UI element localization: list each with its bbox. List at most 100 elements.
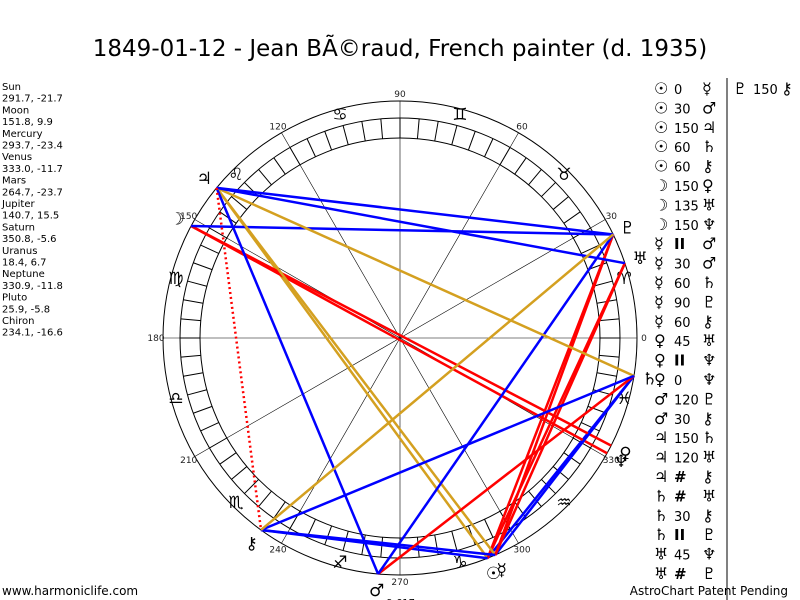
aspect-line bbox=[260, 528, 496, 557]
aspect-to: ♅ bbox=[702, 486, 716, 505]
ring-tick bbox=[451, 125, 458, 145]
aspect-type: II bbox=[674, 352, 685, 370]
ring-tick bbox=[231, 196, 248, 210]
sign-glyph: ♌ bbox=[228, 165, 243, 185]
ring-tick bbox=[258, 490, 272, 507]
aspect-lines bbox=[190, 186, 635, 575]
aspect-from: ☿ bbox=[654, 292, 664, 311]
ring-tick bbox=[183, 299, 204, 304]
spoke bbox=[281, 132, 401, 339]
planet-glyph: ♂ bbox=[369, 581, 384, 600]
ring-tick bbox=[231, 466, 248, 480]
aspect-from: ☿ bbox=[654, 312, 664, 331]
aspect-line bbox=[494, 375, 635, 556]
degree-label: 210 bbox=[180, 456, 197, 466]
ring-tick bbox=[528, 169, 542, 186]
ring-tick bbox=[581, 244, 600, 254]
ring-tick bbox=[342, 125, 349, 145]
planet-coords: 291.7, -21.7 bbox=[2, 94, 63, 105]
aspect-to: ♂ bbox=[702, 234, 716, 253]
aspect-line bbox=[216, 186, 635, 378]
ring-tick bbox=[416, 118, 420, 139]
aspect-line bbox=[377, 233, 615, 575]
aspect-to: ♆ bbox=[702, 545, 716, 564]
planet-coords: 25.9, -5.8 bbox=[2, 304, 50, 315]
ring-tick bbox=[324, 131, 333, 151]
spoke bbox=[399, 337, 519, 544]
aspect-from: ☿ bbox=[654, 254, 664, 273]
planet-glyph: ⚷ bbox=[245, 534, 257, 554]
planet-name: Chiron bbox=[2, 316, 34, 327]
ring-tick bbox=[183, 372, 204, 377]
aspect-to: ⚷ bbox=[702, 409, 714, 428]
spoke bbox=[194, 337, 401, 457]
spoke bbox=[399, 132, 519, 339]
aspect-to: ♀ bbox=[702, 176, 714, 195]
ring-tick bbox=[484, 138, 494, 157]
aspect-line bbox=[215, 187, 497, 556]
aspect-type: 30 bbox=[674, 102, 691, 117]
aspect-type: 45 bbox=[674, 549, 691, 564]
sign-glyph: ♏ bbox=[228, 493, 243, 513]
aspect-line bbox=[215, 187, 380, 575]
aspect-to: ♆ bbox=[702, 215, 716, 234]
aspect-from: ☉ bbox=[654, 98, 668, 117]
aspect-type: 60 bbox=[674, 141, 691, 156]
ring-tick bbox=[484, 519, 494, 538]
sign-glyph: ♑ bbox=[452, 553, 467, 573]
aspect-type: II bbox=[674, 526, 685, 544]
sign-glyph: ♋ bbox=[332, 105, 347, 125]
aspect-type: 90 bbox=[674, 296, 691, 311]
wheel: 0306090120150180210240270300330♈♉♊♋♌♍♎♏♐… bbox=[147, 90, 647, 588]
aspect-line bbox=[216, 186, 626, 265]
aspect-from: ☽ bbox=[654, 176, 668, 195]
aspect-to: ♅ bbox=[702, 448, 716, 467]
aspect-from: ☽ bbox=[654, 195, 668, 214]
aspect-to: ⚷ bbox=[702, 157, 714, 176]
planet-name: Mars bbox=[2, 176, 26, 187]
planet-name: Moon bbox=[2, 105, 29, 116]
aspect-from: ☉ bbox=[654, 79, 668, 98]
ring-tick bbox=[380, 537, 384, 558]
footer-left: www.harmoniclife.com bbox=[2, 584, 138, 598]
aspect-line bbox=[494, 234, 615, 556]
aspect-type: 150 bbox=[753, 83, 778, 98]
aspect-from: ♂ bbox=[654, 389, 668, 408]
degree-label: 240 bbox=[269, 545, 286, 555]
ring-tick bbox=[324, 525, 333, 545]
aspect-type: # bbox=[674, 565, 687, 583]
sign-glyph: ♎ bbox=[168, 389, 183, 409]
aspect-to: ♅ bbox=[702, 331, 716, 350]
spoke bbox=[399, 219, 606, 339]
aspect-to: ♄ bbox=[702, 428, 716, 447]
planet-name: Venus bbox=[2, 152, 32, 163]
aspect-to: ♃ bbox=[702, 118, 716, 137]
footer-right: AstroChart Patent Pending bbox=[630, 584, 788, 598]
planet-glyph: ♆ bbox=[613, 452, 628, 472]
aspect-from: ♇ bbox=[733, 79, 747, 98]
aspect-from: ♃ bbox=[654, 467, 668, 486]
aspect-to: ♅ bbox=[702, 195, 716, 214]
ring-tick bbox=[306, 138, 316, 157]
aspect-to: ♇ bbox=[702, 525, 716, 544]
ring-tick bbox=[434, 121, 439, 142]
ring-tick bbox=[467, 131, 476, 151]
planet-name: Jupiter bbox=[1, 199, 35, 210]
ring-tick bbox=[552, 466, 569, 480]
ring-tick bbox=[541, 182, 556, 197]
planet-coords: 293.7, -23.4 bbox=[2, 141, 63, 152]
planet-coords: 333.0, -11.7 bbox=[2, 164, 63, 175]
aspect-line bbox=[377, 374, 635, 575]
sign-glyph: ♉ bbox=[556, 165, 571, 185]
ring-tick bbox=[451, 531, 458, 551]
ring-tick bbox=[244, 479, 259, 494]
ring-tick bbox=[599, 354, 620, 358]
ring-tick bbox=[273, 157, 286, 175]
ring-tick bbox=[180, 354, 201, 358]
ring-tick bbox=[187, 280, 207, 287]
ring-tick bbox=[380, 118, 384, 139]
aspect-from: ♃ bbox=[654, 428, 668, 447]
aspect-from: ♀ bbox=[654, 370, 666, 389]
